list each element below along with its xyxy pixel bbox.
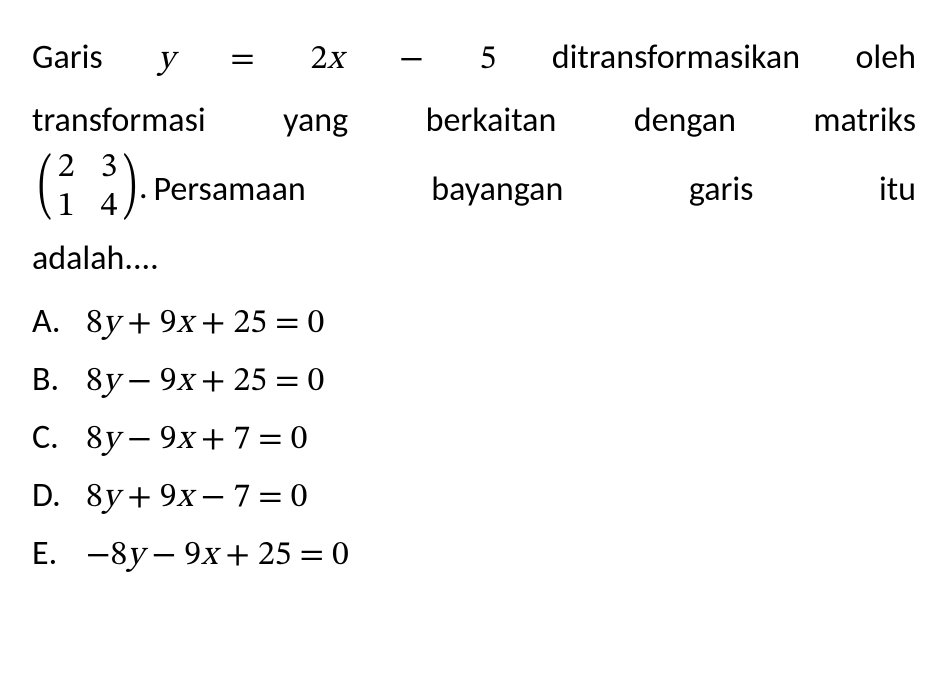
- option-c-letter: C.: [32, 410, 86, 465]
- question-line-3: ( 2 1 3 4 ) . Persamaan bayangan garis i…: [32, 151, 916, 229]
- option-e-expr: −8y − 9x + 25 = 0: [86, 526, 349, 584]
- option-e: E. −8y − 9x + 25 = 0: [32, 526, 916, 584]
- eq-2: 2: [310, 43, 327, 77]
- option-a-letter: A.: [32, 294, 86, 349]
- text-adalah: adalah....: [32, 238, 159, 279]
- e-op1: −: [144, 539, 184, 573]
- c-8: 8: [86, 423, 103, 457]
- eq-x: x: [327, 43, 343, 77]
- a-8: 8: [86, 307, 103, 341]
- eq-minus5: − 5: [344, 43, 497, 77]
- b-y: y: [103, 365, 119, 399]
- text-persamaan: Persamaan bayangan garis itu: [153, 160, 916, 221]
- b-x: x: [177, 365, 193, 399]
- d-tail: − 7 = 0: [193, 481, 308, 515]
- c-y: y: [103, 423, 119, 457]
- matrix-cells: 2 1 3 4: [58, 149, 118, 227]
- a-9: 9: [160, 307, 177, 341]
- c-9: 9: [160, 423, 177, 457]
- a-tail: + 25 = 0: [193, 307, 324, 341]
- problem-block: Garis y = 2x − 5 ditransformasikan oleh …: [32, 28, 916, 584]
- c-x: x: [177, 423, 193, 457]
- e-neg: −: [86, 539, 110, 573]
- d-9: 9: [160, 481, 177, 515]
- option-d: D. 8y + 9x − 7 = 0: [32, 468, 916, 526]
- m-a11: 2: [58, 149, 75, 188]
- e-8: 8: [110, 539, 127, 573]
- c-op1: −: [119, 423, 159, 457]
- option-c: C. 8y − 9x + 7 = 0: [32, 410, 916, 468]
- option-c-expr: 8y − 9x + 7 = 0: [86, 410, 307, 468]
- question-line-4: adalah....: [32, 229, 916, 290]
- m-a22: 4: [101, 188, 118, 227]
- c-tail: + 7 = 0: [193, 423, 308, 457]
- text-garis: Garis: [32, 37, 158, 78]
- option-b-expr: 8y − 9x + 25 = 0: [86, 352, 324, 410]
- option-b-letter: B.: [32, 352, 86, 407]
- a-x: x: [177, 307, 193, 341]
- e-x: x: [201, 539, 217, 573]
- option-a: A. 8y + 9x + 25 = 0: [32, 294, 916, 352]
- a-op1: +: [119, 307, 159, 341]
- paren-right: ): [123, 156, 137, 221]
- d-y: y: [103, 481, 119, 515]
- option-d-expr: 8y + 9x − 7 = 0: [86, 468, 307, 526]
- b-op1: −: [119, 365, 159, 399]
- b-tail: + 25 = 0: [193, 365, 324, 399]
- question-line-2: transformasi yang berkaitan dengan matri…: [32, 91, 916, 152]
- eq-y: y: [158, 43, 174, 77]
- options-list: A. 8y + 9x + 25 = 0 B. 8y − 9x + 25 = 0 …: [32, 294, 916, 584]
- d-8: 8: [86, 481, 103, 515]
- b-9: 9: [160, 365, 177, 399]
- question-line-1: Garis y = 2x − 5 ditransformasikan oleh: [32, 28, 916, 91]
- option-d-letter: D.: [32, 468, 86, 523]
- e-y: y: [127, 539, 143, 573]
- m-a12: 3: [101, 149, 118, 188]
- b-8: 8: [86, 365, 103, 399]
- m-a21: 1: [58, 188, 75, 227]
- d-x: x: [177, 481, 193, 515]
- e-9: 9: [184, 539, 201, 573]
- a-y: y: [103, 307, 119, 341]
- text-ditransformasikan: ditransformasikan oleh: [496, 37, 916, 78]
- text-transformasi: transformasi yang berkaitan dengan matri…: [32, 100, 916, 141]
- d-op1: +: [119, 481, 159, 515]
- paren-left: (: [38, 156, 52, 221]
- e-tail: + 25 = 0: [217, 539, 348, 573]
- matrix: ( 2 1 3 4 ): [32, 149, 143, 227]
- option-e-letter: E.: [32, 526, 86, 581]
- option-b: B. 8y − 9x + 25 = 0: [32, 352, 916, 410]
- eq-equals: =: [175, 43, 311, 77]
- option-a-expr: 8y + 9x + 25 = 0: [86, 294, 324, 352]
